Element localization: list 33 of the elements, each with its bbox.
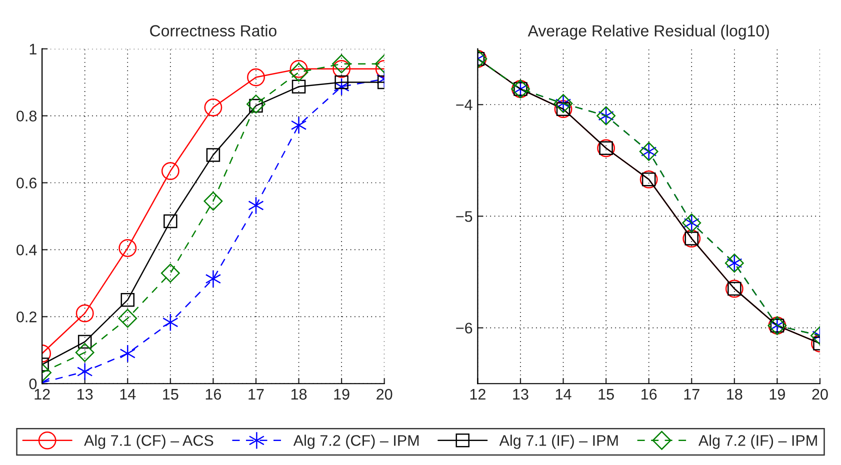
x-tick-label: 18 (291, 388, 307, 400)
x-tick-label: 17 (248, 389, 264, 400)
y-tick-label: 0 (29, 378, 37, 390)
x-tick-label: 12 (470, 388, 486, 400)
x-tick-label: 15 (598, 389, 614, 400)
chart-title: Correctness Ratio (150, 24, 276, 36)
legend-label: Alg 7.1 (CF) – ACS (84, 434, 214, 449)
x-tick-label: 15 (163, 389, 178, 400)
x-tick-label: 16 (206, 388, 222, 400)
y-tick-label: −4 (456, 100, 472, 110)
x-tick-label: 13 (78, 388, 93, 400)
legend-label: Alg 7.1 (IF) – IPM (499, 434, 618, 449)
chart-title: Average Relative Residual (log10) (528, 24, 769, 40)
x-tick-label: 17 (684, 389, 700, 400)
x-tick-label: 19 (334, 388, 350, 400)
legend-label: Alg 7.2 (CF) – IPM (293, 434, 419, 449)
y-tick-label: −5 (456, 211, 472, 222)
y-tick-label: 0.6 (16, 178, 37, 188)
x-tick-label: 19 (770, 388, 785, 400)
x-tick-label: 14 (556, 389, 572, 400)
x-tick-label: 20 (376, 388, 392, 400)
y-tick-label: −6 (456, 322, 472, 334)
x-tick-label: 18 (727, 388, 742, 400)
x-tick-label: 14 (120, 389, 136, 400)
y-tick-label: 0.8 (16, 110, 37, 122)
x-tick-label: 20 (812, 388, 828, 400)
legend-label: Alg 7.2 (IF) – IPM (698, 434, 817, 449)
x-tick-label: 16 (642, 388, 657, 400)
y-tick-label: 1 (30, 44, 36, 54)
y-tick-label: 0.2 (16, 312, 36, 322)
y-tick-label: 0.4 (16, 244, 37, 256)
x-tick-label: 13 (513, 388, 528, 400)
x-tick-label: 12 (34, 388, 50, 400)
